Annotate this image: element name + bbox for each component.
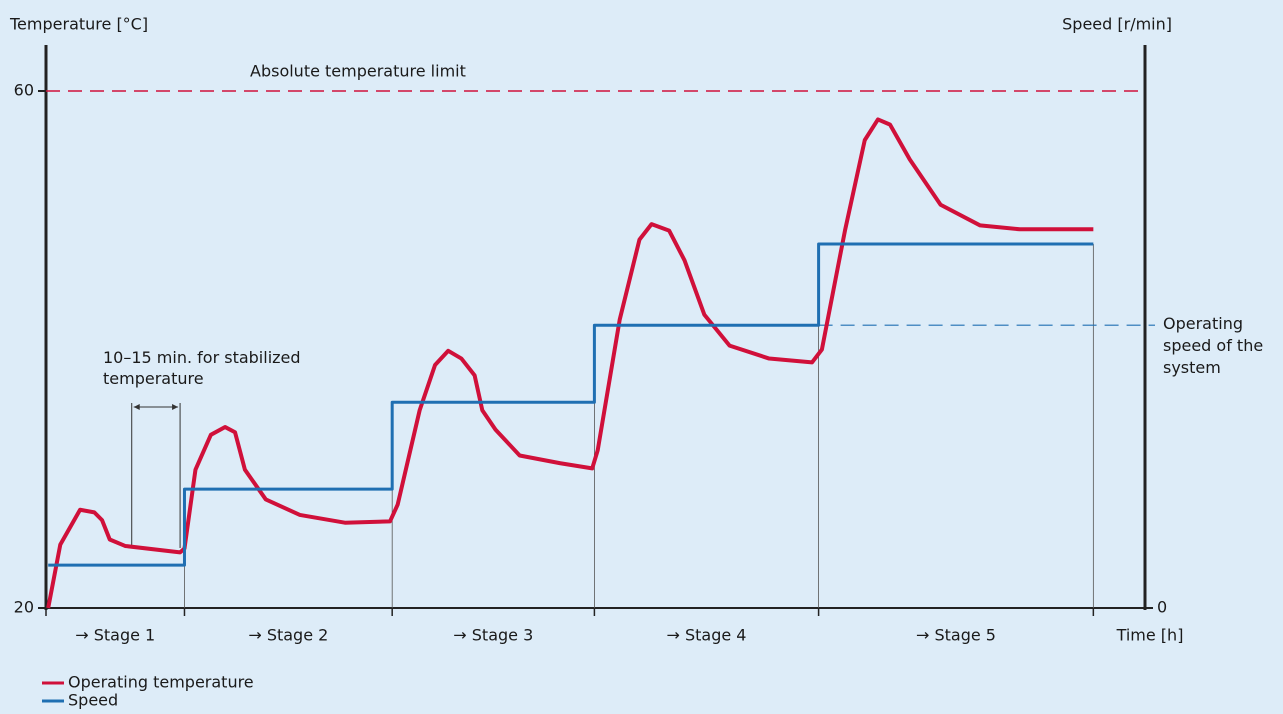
- stage-label: → Stage 3: [453, 626, 533, 645]
- stage-label: → Stage 2: [248, 626, 328, 645]
- stage-label: → Stage 5: [916, 626, 996, 645]
- y2-axis-label: Speed [r/min]: [1062, 15, 1172, 34]
- stage-label: → Stage 4: [666, 626, 746, 645]
- series-line: [48, 242, 1094, 567]
- reference-label: Absolute temperature limit: [250, 62, 466, 81]
- y-axis-label: Temperature [°C]: [9, 15, 148, 34]
- y-tick-label: 20: [14, 598, 34, 617]
- x-axis-label: Time [h]: [1116, 626, 1184, 645]
- reference-label: Operating speed of the system: [1163, 314, 1264, 377]
- legend-label: Operating temperature: [68, 673, 254, 692]
- stage-label: → Stage 1: [75, 626, 155, 645]
- legend-label: Speed: [68, 691, 118, 710]
- annotation: 10–15 min. for stabilized temperature: [103, 348, 301, 388]
- y-tick-label: 60: [14, 81, 34, 100]
- y2-tick-label: 0: [1157, 598, 1167, 617]
